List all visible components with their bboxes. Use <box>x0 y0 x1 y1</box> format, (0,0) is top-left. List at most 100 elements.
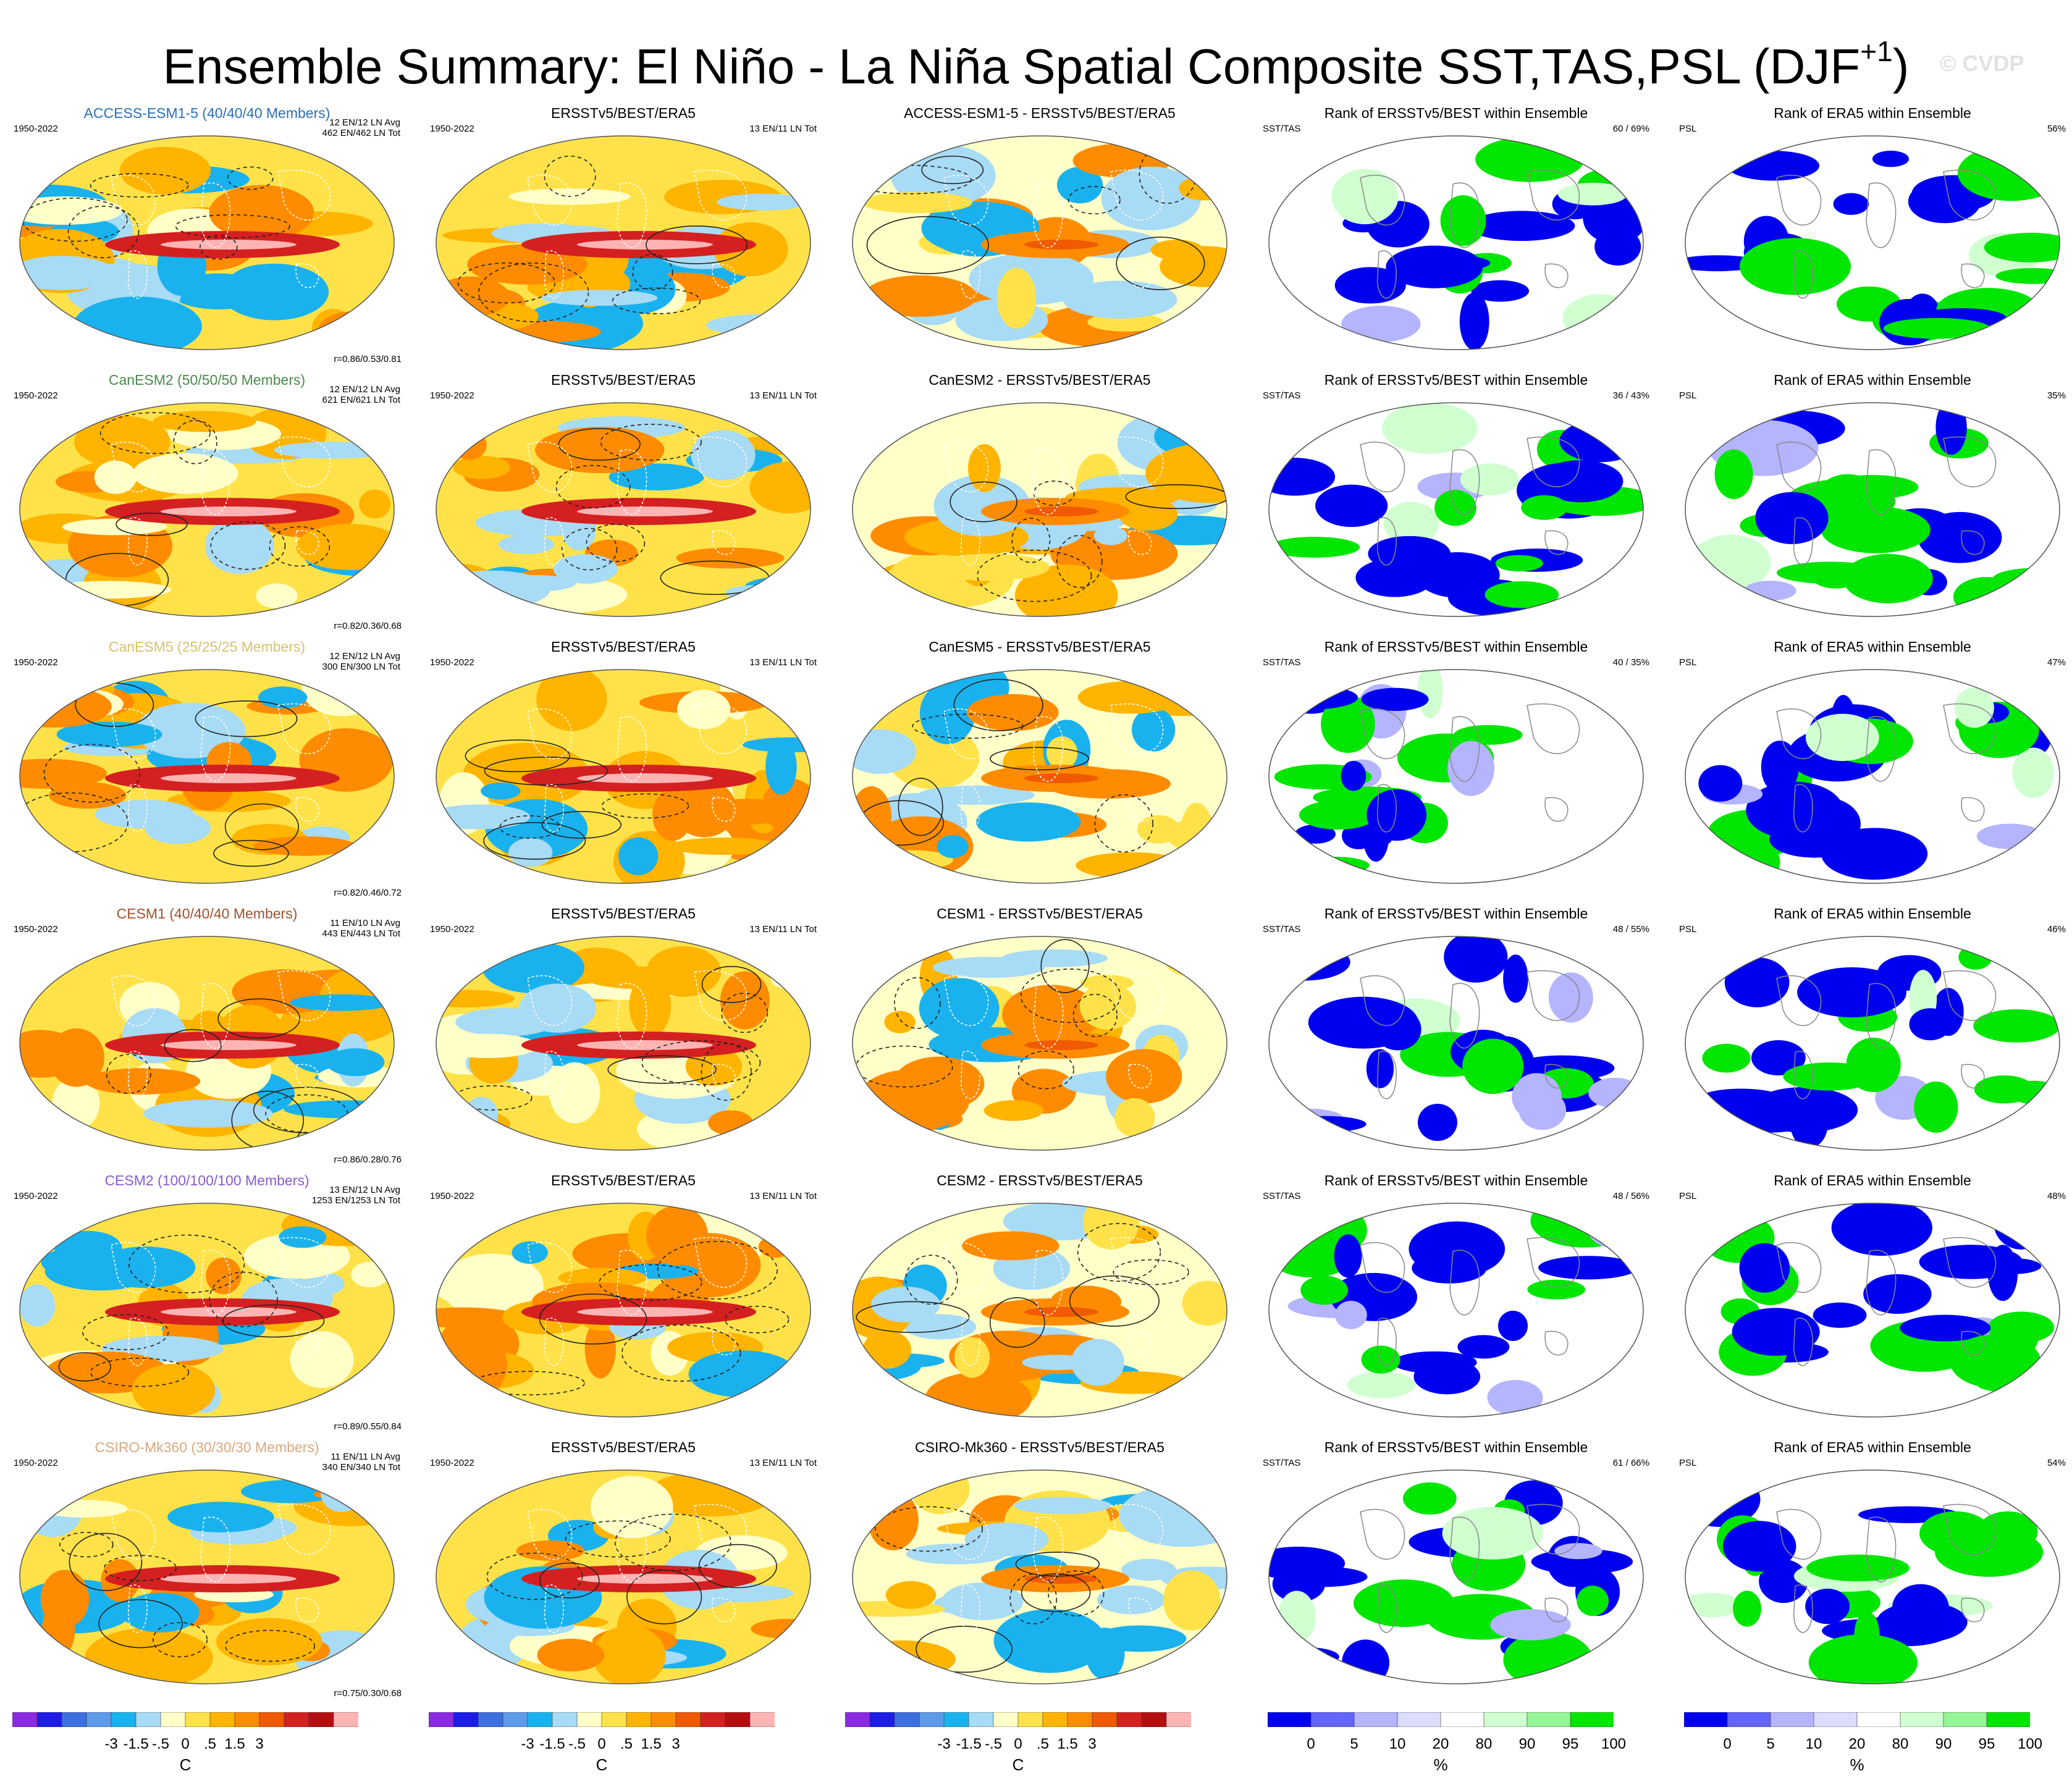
colorbar-swatch <box>234 1712 260 1728</box>
coastline <box>1776 708 1822 760</box>
coastline <box>1128 1597 1152 1623</box>
rank-map <box>1268 936 1644 1151</box>
rank-blob <box>1769 821 1860 858</box>
rank-blob <box>1813 1302 1867 1328</box>
colorbar-tick-label: -.5 <box>151 1736 170 1752</box>
panel-title: CSIRO-Mk360 - ERSSTv5/BEST/ERA5 <box>915 1439 1164 1455</box>
rank-blob <box>1806 1554 1910 1582</box>
anomaly-blob <box>993 1609 1106 1673</box>
psl-contour <box>586 524 646 562</box>
coastline <box>1776 975 1822 1027</box>
panel-diff: CESM1 - ERSSTv5/BEST/ERA5 <box>839 904 1240 1169</box>
colorbar-tick-label: 5 <box>1766 1736 1775 1752</box>
panel-title: CanESM2 (50/50/50 Members) <box>108 372 306 388</box>
psl-contour <box>912 713 1024 739</box>
coastline <box>943 1242 989 1293</box>
anomaly-blob <box>1077 681 1184 714</box>
anomaly-blob <box>20 1284 56 1327</box>
colorbar-swatch <box>749 1712 775 1728</box>
anomaly-blob <box>56 721 162 747</box>
coastline <box>295 1064 319 1089</box>
coastline <box>1527 1503 1580 1555</box>
avg-count: 12 EN/12 LN Avg <box>329 117 400 128</box>
colorbar-tick-label: 0 <box>181 1736 190 1752</box>
anomaly-blob <box>893 1056 985 1111</box>
psl-contour <box>175 214 290 238</box>
psl-contour <box>465 739 570 773</box>
coastline <box>1943 1503 1997 1555</box>
colorbar-rank-2: 0 5 10 20 80 90 95 100% <box>1683 1712 2042 1774</box>
anomaly-blob <box>961 1231 1059 1261</box>
coastline <box>1544 263 1569 288</box>
rank-percent: 46% <box>2047 924 2066 935</box>
panel-rank1: Rank of ERSSTv5/BEST within Ensemble SST/… <box>1255 104 1657 368</box>
coastline <box>1866 1250 1897 1316</box>
panel-title: Rank of ERA5 within Ensemble <box>1774 906 1971 922</box>
coastline <box>1128 263 1152 288</box>
coastline <box>1544 1064 1569 1089</box>
anomaly-blob <box>46 581 171 599</box>
rank-blob <box>1909 1008 1952 1041</box>
colorbar-swatch <box>185 1712 211 1728</box>
coastline <box>1793 1584 1813 1633</box>
coastline <box>128 784 148 833</box>
anomaly-blob <box>290 994 392 1011</box>
colorbar-temp-3: -3 -1.5 -.5 0 .5 1.5 3 C <box>844 1712 1192 1774</box>
rank-percent: 56% <box>2047 124 2066 134</box>
psl-contour <box>541 811 621 839</box>
rank-blob <box>1382 403 1478 454</box>
colorbar-swatch <box>36 1712 62 1728</box>
globe-outline <box>1685 1469 2060 1684</box>
colorbar-swatch <box>1017 1712 1043 1728</box>
rank-blob <box>1733 1591 1761 1627</box>
anomaly-blob <box>256 583 298 609</box>
coastline <box>128 517 148 566</box>
years-label: 1950-2022 <box>430 924 474 935</box>
anomaly-blob <box>1093 526 1127 545</box>
temp-map <box>19 402 395 617</box>
rank-blob <box>1755 492 1829 544</box>
variable-label: PSL <box>1679 657 1697 668</box>
panel-obs: ERSSTv5/BEST/ERA5 1950-2022 13 EN/11 LN To… <box>423 637 824 902</box>
coastline <box>943 708 989 760</box>
panel-diff: CSIRO-Mk360 - ERSSTv5/BEST/ERA5 <box>839 1438 1240 1702</box>
coastline <box>128 1318 148 1366</box>
anomaly-blob <box>714 222 788 277</box>
anomaly-blob <box>436 1307 522 1328</box>
colorbar-ticks: -3 -1.5 -.5 0 .5 1.5 3 <box>845 1736 1191 1754</box>
coastline <box>1776 1242 1822 1293</box>
rank-blob <box>1722 1521 1796 1572</box>
colorbar-tick-label: 90 <box>1518 1736 1536 1752</box>
panel-title: ERSSTv5/BEST/ERA5 <box>551 906 696 922</box>
anomaly-blob <box>609 463 704 490</box>
colorbar-tick-label: 1.5 <box>1057 1736 1078 1752</box>
anomaly-blob <box>135 702 246 759</box>
globe-outline <box>1685 669 2060 884</box>
colorbar-swatch <box>651 1712 676 1728</box>
panel-title: Rank of ERSSTv5/BEST within Ensemble <box>1324 105 1588 121</box>
temp-map <box>436 936 811 1151</box>
colorbar-tick-label: 20 <box>1432 1736 1449 1752</box>
psl-contour <box>1020 969 1121 1023</box>
colorbar-swatch <box>1856 1712 1901 1728</box>
rank-blob <box>1696 1088 1787 1112</box>
rank-blob <box>1334 1234 1362 1278</box>
rank-blob <box>1724 957 1790 1007</box>
coastline <box>1033 449 1064 515</box>
colorbar-swatch <box>308 1712 334 1728</box>
rank-blob <box>1883 317 1990 339</box>
rank-blob <box>1342 1639 1389 1684</box>
rank-blob <box>1368 536 1451 572</box>
coastline <box>617 1516 647 1582</box>
coastline <box>1449 983 1480 1049</box>
rank-blob <box>1334 267 1406 304</box>
rank-map <box>1685 1203 2060 1418</box>
coastline <box>1360 975 1405 1027</box>
member-counts: 11 EN/11 LN Avg 340 EN/340 LN Tot <box>322 1452 400 1473</box>
anomaly-blob <box>537 1638 605 1672</box>
colorbar-swatch <box>284 1712 310 1728</box>
avg-count: 11 EN/10 LN Avg <box>330 918 400 928</box>
anomaly-blob <box>652 788 693 841</box>
colorbar-swatch <box>1943 1712 1987 1728</box>
variable-label: PSL <box>1679 390 1697 401</box>
